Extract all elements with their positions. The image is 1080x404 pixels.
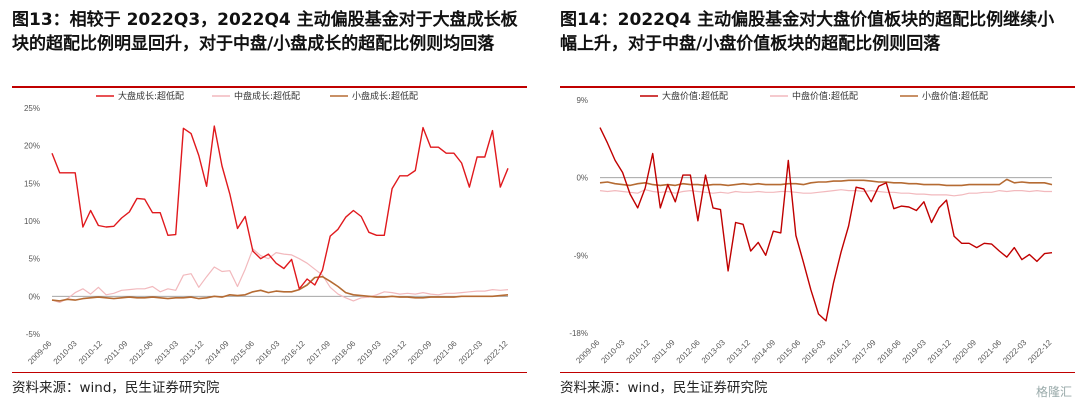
y-tick-label: 20%: [24, 142, 40, 151]
x-tick-label: 2013-03: [700, 338, 728, 366]
series-line-mid: [599, 189, 1052, 197]
x-tick-label: 2022-03: [457, 339, 485, 367]
x-tick-label: 2009-06: [574, 338, 602, 366]
x-tick-label: 2016-12: [280, 339, 308, 367]
y-tick-label: 10%: [24, 217, 40, 226]
series-line-large: [599, 127, 1053, 322]
y-tick-label: -18%: [569, 329, 588, 338]
x-tick-label: 2022-12: [1026, 338, 1054, 366]
legend-label: 大盘价值:超低配: [662, 90, 728, 102]
x-tick-label: 2021-06: [976, 338, 1004, 366]
x-tick-label: 2014-09: [750, 338, 778, 366]
y-tick-label: -5%: [26, 330, 40, 339]
x-tick-label: 2012-06: [128, 339, 156, 367]
legend-label: 中盘价值:超低配: [792, 90, 858, 102]
x-tick-label: 2009-06: [26, 339, 54, 367]
x-tick-label: 2010-03: [599, 338, 627, 366]
watermark-logo: 格隆汇: [1035, 385, 1072, 399]
series-line-small: [51, 275, 509, 302]
x-tick-label: 2011-09: [103, 339, 130, 366]
series-line-small: [599, 178, 1053, 187]
x-tick-label: 2012-06: [675, 338, 703, 366]
legend-item-large: 大盘成长:超低配: [96, 90, 184, 102]
x-tick-label: 2011-09: [650, 338, 677, 365]
y-tick-label: 5%: [28, 255, 40, 264]
source-note: 资料来源：wind，民生证券研究院: [560, 380, 768, 396]
x-tick-label: 2013-12: [178, 339, 206, 367]
series-line-large: [51, 125, 509, 290]
chart-panel-large-mid-small-growth: 图13：相较于 2022Q3，2022Q4 主动偏股基金对于大盘成长板块的超配比…: [0, 0, 535, 404]
x-tick-label: 2022-03: [1001, 338, 1029, 366]
x-tick-label: 2010-12: [77, 339, 105, 367]
y-tick-label: 9%: [576, 96, 588, 105]
legend-item-small: 小盘成长:超低配: [330, 90, 418, 102]
chart-panel-large-mid-small-value: 图14：2022Q4 主动偏股基金对大盘价值板块的超配比例继续小幅上升，对于中盘…: [548, 0, 1080, 404]
x-tick-label: 2022-12: [482, 339, 510, 367]
legend-item-large: 大盘价值:超低配: [640, 90, 728, 102]
x-tick-label: 2021-06: [432, 339, 460, 367]
x-tick-label: 2018-06: [876, 338, 904, 366]
x-tick-label: 2019-03: [356, 339, 384, 367]
title-divider: [560, 86, 1075, 88]
line-chart-value: 9%0%-9%-18%2009-062010-032010-122011-092…: [569, 90, 1054, 366]
x-tick-label: 2013-03: [153, 339, 181, 367]
x-tick-label: 2017-09: [305, 339, 333, 367]
y-tick-label: 25%: [24, 104, 40, 113]
x-tick-label: 2017-09: [851, 338, 879, 366]
line-chart-growth: 25% 20% 15% 10% 5% 0% -5%2009-062010-032010-12…: [24, 90, 510, 367]
x-tick-label: 2019-03: [901, 338, 929, 366]
x-tick-label: 2019-12: [926, 338, 954, 366]
y-tick-label: 0%: [28, 292, 40, 301]
legend-label: 小盘价值:超低配: [922, 90, 988, 102]
legend-label: 中盘成长:超低配: [234, 90, 300, 102]
figure-title: 图14：2022Q4 主动偏股基金对大盘价值板块的超配比例继续小幅上升，对于中盘…: [560, 10, 1055, 54]
source-note: 资料来源：wind，民生证券研究院: [12, 380, 220, 396]
x-tick-label: 2010-03: [52, 339, 80, 367]
x-tick-label: 2015-06: [229, 339, 257, 367]
title-divider: [12, 86, 527, 88]
y-tick-label: 15%: [24, 179, 40, 188]
y-tick-label: 0%: [576, 174, 588, 183]
source-divider: [12, 372, 527, 373]
source-divider: [560, 372, 1075, 373]
x-tick-label: 2020-09: [951, 338, 979, 366]
legend-item-mid: 中盘价值:超低配: [770, 90, 858, 102]
x-tick-label: 2016-12: [825, 338, 853, 366]
x-tick-label: 2020-09: [406, 339, 434, 367]
legend-label: 小盘成长:超低配: [352, 90, 418, 102]
figure-title: 图13：相较于 2022Q3，2022Q4 主动偏股基金对于大盘成长板块的超配比…: [12, 10, 518, 54]
legend-item-small: 小盘价值:超低配: [900, 90, 988, 102]
x-tick-label: 2015-06: [775, 338, 803, 366]
x-tick-label: 2016-03: [254, 339, 282, 367]
x-tick-label: 2016-03: [800, 338, 828, 366]
legend-item-mid: 中盘成长:超低配: [212, 90, 300, 102]
legend-label: 大盘成长:超低配: [118, 90, 184, 102]
x-tick-label: 2018-06: [330, 339, 358, 367]
x-tick-label: 2010-12: [625, 338, 653, 366]
y-tick-label: -9%: [574, 251, 588, 260]
x-tick-label: 2019-12: [381, 339, 409, 367]
x-tick-label: 2014-09: [204, 339, 232, 367]
x-tick-label: 2013-12: [725, 338, 753, 366]
series-line-mid: [51, 248, 509, 303]
